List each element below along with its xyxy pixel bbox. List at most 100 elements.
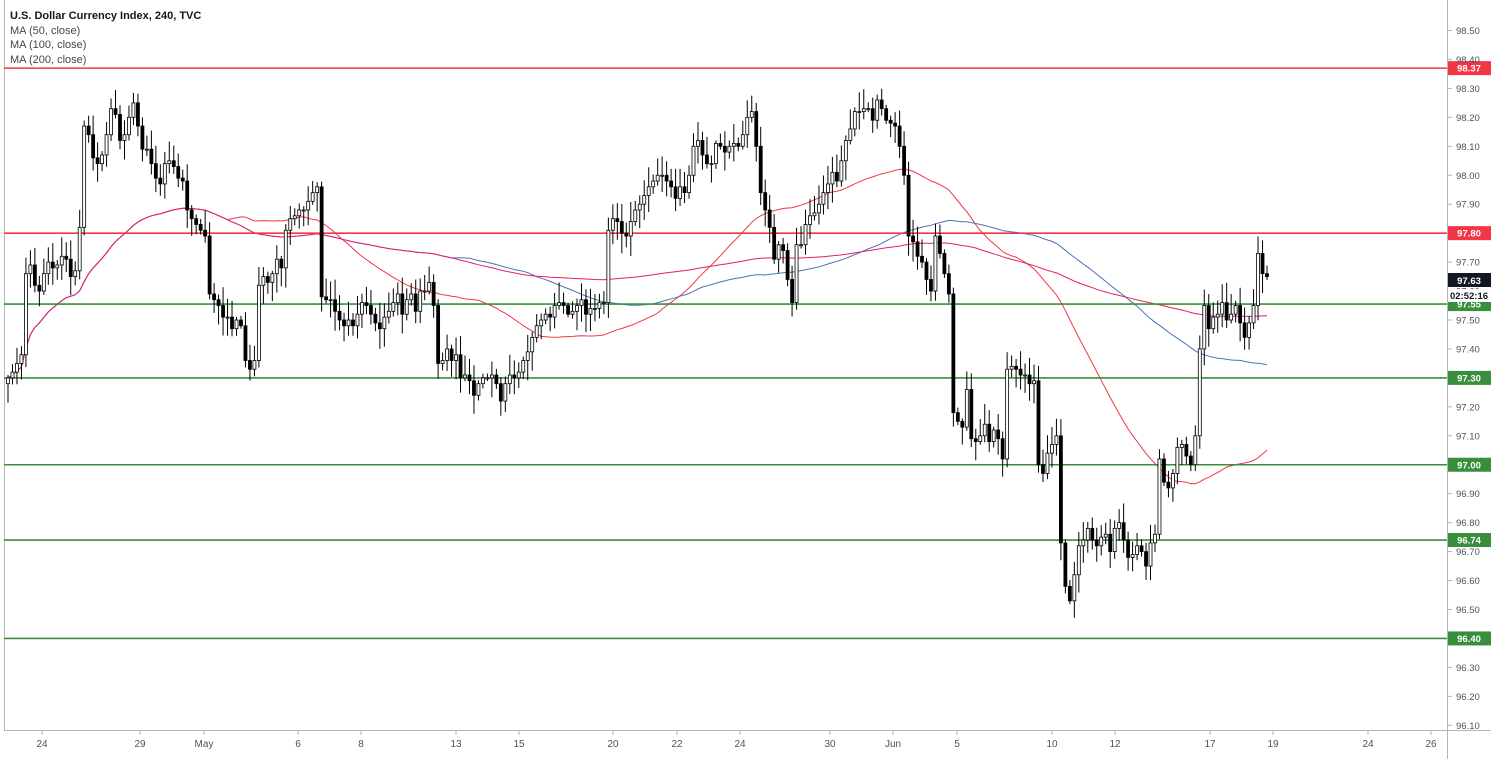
candle (1238, 287, 1243, 342)
candle-body-up (933, 235, 938, 292)
candle (794, 227, 799, 310)
candle-body-up (24, 273, 28, 356)
candle-body-down (758, 145, 763, 194)
candle-body-up (696, 140, 700, 147)
ma100-legend[interactable]: MA (100, close) (10, 39, 87, 51)
candle (283, 224, 288, 288)
candle (118, 105, 122, 150)
candle-body-down (722, 145, 727, 153)
price-tick-label: 97.10 (1456, 431, 1480, 442)
candle-body-down (942, 253, 947, 275)
candle-body-down (888, 119, 893, 124)
candle (628, 202, 633, 256)
candle (194, 214, 199, 235)
candle (1157, 449, 1162, 540)
candle (1032, 364, 1036, 404)
candle (942, 249, 947, 278)
candle (776, 241, 781, 273)
candle-body-up (10, 371, 15, 379)
candle-body-down (136, 102, 140, 127)
ma200-legend[interactable]: MA (200, close) (10, 53, 87, 66)
candle (50, 243, 55, 285)
candle-body-down (512, 374, 517, 379)
ma50-legend[interactable]: MA (50, close) (10, 24, 81, 37)
candle (1072, 561, 1077, 618)
candle (127, 105, 131, 141)
candle (369, 290, 373, 325)
candle (875, 94, 880, 129)
candle (418, 278, 423, 324)
candle (516, 362, 521, 389)
candle-body-up (731, 143, 736, 147)
candle (1121, 503, 1126, 553)
time-tick-label: 29 (134, 739, 146, 750)
candle-body-down (1166, 481, 1171, 489)
candle-body-up (817, 203, 821, 214)
candle (104, 122, 109, 167)
candle-body-down (1238, 305, 1243, 324)
candle (171, 145, 176, 174)
chart-legend: U.S. Dollar Currency Index, 240, TVC MA … (10, 9, 201, 67)
candle (557, 282, 561, 310)
candle (1215, 300, 1220, 333)
candle (279, 255, 284, 287)
candle-body-down (149, 148, 154, 165)
candle (660, 156, 665, 193)
candle-body-down (973, 438, 978, 442)
time-axis[interactable]: 24 29 May 6 8 13 15 20 22 24 30 Jun 5 10 12 17 19 24 26 (36, 730, 1437, 750)
candle (1103, 522, 1108, 545)
candle (1112, 520, 1117, 559)
candle-body-down (1059, 435, 1063, 544)
candle (1139, 539, 1144, 557)
candle-body-up (1197, 348, 1202, 437)
candle-body-up (445, 348, 449, 361)
candle-body-up (15, 363, 19, 373)
candle-body-up (1112, 528, 1117, 553)
time-tick-label: 10 (1046, 739, 1058, 750)
level-tag-label: 98.37 (1457, 64, 1481, 75)
candle-body-down (377, 322, 382, 330)
candle (1050, 426, 1054, 468)
candle (1220, 284, 1225, 328)
candle (122, 120, 127, 160)
candle (225, 298, 230, 336)
candle (55, 259, 60, 280)
time-tick-label: 20 (607, 739, 619, 750)
candle-body-up (418, 290, 423, 312)
candle (969, 373, 974, 448)
time-tick-label: 12 (1109, 739, 1121, 750)
candle (1130, 541, 1135, 572)
time-tick-label: 8 (358, 739, 364, 750)
candle-body-up (59, 255, 64, 266)
candle-body-down (180, 177, 185, 182)
candle (427, 266, 432, 295)
symbol-title[interactable]: U.S. Dollar Currency Index, 240, TVC (10, 10, 202, 22)
candle (852, 107, 857, 137)
candle-body-up (628, 221, 633, 237)
candle (534, 314, 539, 343)
candle-body-up (1130, 554, 1135, 558)
candle-body-up (252, 360, 257, 370)
candle-body-down (37, 284, 42, 292)
candle-body-up (427, 281, 432, 292)
last-price-tag-bg (1448, 273, 1491, 287)
candle (830, 156, 835, 203)
candle-body-up (1148, 542, 1153, 567)
candle (261, 267, 266, 304)
candle-body-up (1009, 365, 1014, 370)
candle (342, 312, 346, 342)
ma200-line[interactable] (7, 207, 1268, 379)
candle-body-down (194, 218, 199, 225)
candle-body-down (736, 143, 741, 147)
ma50-line[interactable] (7, 168, 1268, 485)
candle-body-down (1162, 458, 1166, 483)
candle (843, 135, 848, 181)
candle-body-down (95, 157, 100, 165)
candle (772, 214, 777, 264)
candle (136, 93, 140, 137)
candle-body-up (794, 244, 799, 304)
candle (1108, 519, 1113, 568)
candle-body-down (1108, 533, 1113, 552)
candle (472, 365, 476, 414)
